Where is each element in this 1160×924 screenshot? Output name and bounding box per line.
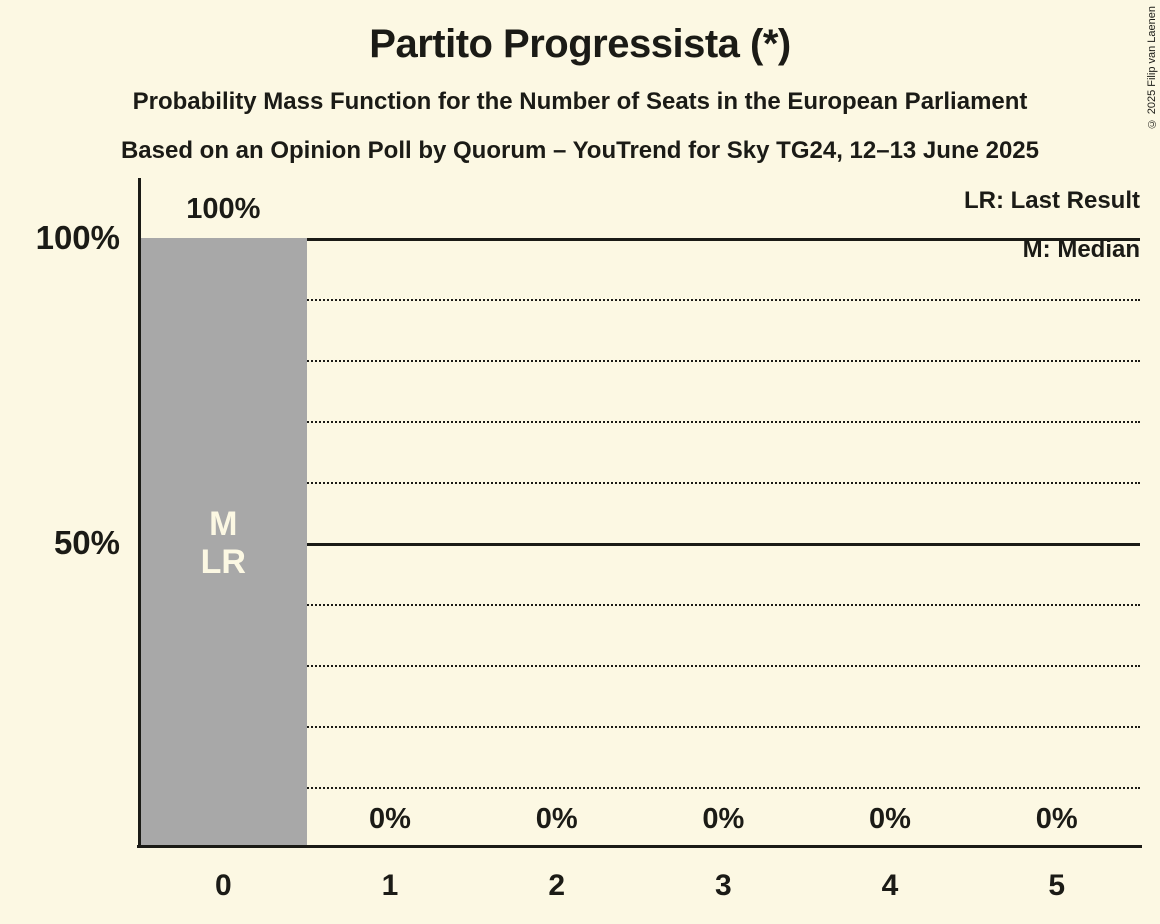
bar-value-label-3: 0% — [702, 803, 745, 835]
x-axis-line — [137, 845, 1142, 848]
x-axis-label-4: 4 — [881, 869, 899, 902]
gridline-dotted-30 — [140, 665, 1140, 667]
bar-value-label-0: 100% — [186, 193, 261, 225]
y-axis-line — [138, 178, 141, 848]
bar-value-label-2: 0% — [535, 803, 578, 835]
bar-value-label-4: 0% — [869, 803, 911, 835]
gridline-solid-100 — [140, 238, 1140, 241]
x-axis-label-5: 5 — [1048, 869, 1065, 902]
x-axis-label-0: 0 — [214, 869, 232, 902]
legend-median: M: Median — [1022, 236, 1140, 263]
gridline-dotted-60 — [140, 482, 1140, 484]
x-axis-label-2: 2 — [548, 869, 565, 902]
chart-subtitle: Probability Mass Function for the Number… — [132, 88, 1028, 115]
bar-seats-0: M LR — [140, 238, 307, 848]
gridline-dotted-10 — [140, 787, 1140, 789]
chart-title: Partito Progressista (*) — [369, 22, 791, 66]
gridline-dotted-90 — [140, 299, 1140, 301]
gridline-dotted-80 — [140, 360, 1140, 362]
copyright-notice: © 2025 Filip van Laenen — [1146, 6, 1158, 130]
chart-poll-source: Based on an Opinion Poll by Quorum – You… — [120, 137, 1040, 164]
y-axis-label-50: 50% — [53, 524, 120, 561]
legend-last-result: LR: Last Result — [963, 187, 1140, 214]
x-axis-label-1: 1 — [381, 869, 399, 902]
gridline-dotted-20 — [140, 726, 1140, 728]
bar-value-label-1: 0% — [369, 803, 411, 835]
gridline-dotted-70 — [140, 421, 1140, 423]
bar-median-lastresult-annotation: M LR — [200, 505, 246, 581]
gridline-solid-50 — [140, 543, 1140, 546]
y-axis-label-100: 100% — [35, 219, 120, 256]
gridline-dotted-40 — [140, 604, 1140, 606]
bar-value-label-5: 0% — [1035, 803, 1078, 835]
x-axis-label-3: 3 — [714, 869, 732, 902]
